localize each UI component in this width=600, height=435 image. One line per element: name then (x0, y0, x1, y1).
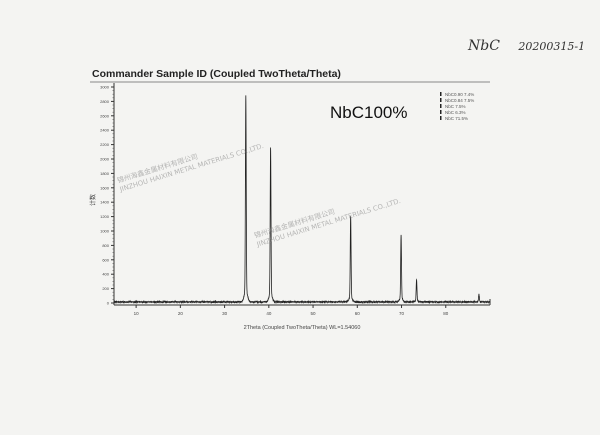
handwritten-code: 20200315-1 (518, 40, 586, 53)
x-tick-label: 80 (443, 311, 449, 316)
legend-entry: NbC 7.5% (445, 104, 466, 109)
legend-swatch (440, 104, 442, 108)
chart-title: Commander Sample ID (Coupled TwoTheta/Th… (92, 68, 341, 80)
y-tick-label: 2000 (100, 157, 110, 162)
y-tick-label: 2400 (100, 128, 110, 133)
watermark-en: JINZHOU HAIXIN METAL MATERIALS CO.,LTD. (255, 197, 402, 249)
y-tick-label: 400 (102, 272, 109, 277)
legend-swatch (440, 116, 442, 120)
legend-entry: NbC 71.5% (445, 116, 468, 121)
diffraction-pattern-line (113, 95, 491, 305)
watermark-en: JINZHOU HAIXIN METAL MATERIALS CO.,LTD. (118, 142, 265, 194)
legend-swatch (440, 92, 442, 96)
y-tick-label: 800 (102, 243, 109, 248)
handwritten-sample: NbC (468, 38, 500, 54)
watermark: 锦州海鑫金属材料有限公司 JINZHOU HAIXIN METAL MATERI… (116, 142, 402, 249)
legend-swatch (440, 110, 442, 114)
x-tick-label: 10 (134, 311, 140, 316)
legend-swatch (440, 98, 442, 102)
y-tick-label: 2600 (100, 113, 110, 118)
chart-annotation: NbC100% (330, 103, 408, 122)
y-tick-label: 3000 (100, 85, 110, 90)
y-tick-label: 200 (102, 286, 109, 291)
y-tick-label: 1200 (100, 214, 110, 219)
x-tick-label: 20 (178, 311, 184, 316)
y-tick-label: 1000 (100, 229, 110, 234)
y-tick-label: 1600 (100, 185, 110, 190)
x-tick-label: 40 (266, 311, 272, 316)
x-tick-label: 50 (311, 311, 317, 316)
x-axis-label: 2Theta (Coupled TwoTheta/Theta) WL=1.540… (244, 325, 361, 331)
legend-entry: NbC 6.3% (445, 110, 466, 115)
handwritten-note: NbC 20200315-1 (468, 38, 599, 54)
y-tick-label: 2200 (100, 142, 110, 147)
legend-entry: NbC0.84 7.5% (445, 98, 474, 103)
y-tick-label: 600 (102, 257, 109, 262)
y-tick-label: 2800 (100, 99, 110, 104)
y-tick-label: 1800 (100, 171, 110, 176)
legend-entry: NbC0.90 7.4% (445, 92, 474, 97)
y-axis-label: 计数 (89, 194, 97, 206)
y-tick-label: 1400 (100, 200, 110, 205)
x-tick-label: 70 (399, 311, 405, 316)
x-tick-label: 30 (222, 311, 228, 316)
y-tick-label: 0 (107, 301, 110, 306)
x-tick-label: 60 (355, 311, 361, 316)
